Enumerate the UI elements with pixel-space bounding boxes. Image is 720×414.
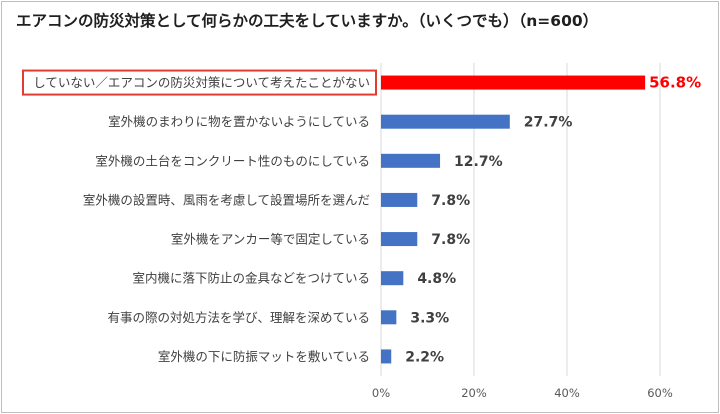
bar-4	[381, 232, 418, 247]
bar-3	[381, 192, 418, 207]
category-label-0: していない／エアコンの防災対策について考えたことがない	[33, 75, 370, 90]
bar-0	[381, 75, 646, 90]
bar-6	[381, 310, 397, 325]
x-tick-label-2: 40%	[554, 386, 580, 400]
x-tick-label-1: 20%	[461, 386, 487, 400]
value-label-3: 7.8%	[431, 193, 470, 209]
value-label-1: 27.7%	[524, 115, 573, 131]
bar-5	[381, 271, 404, 286]
category-label-5: 室内機に落下防止の金具などをつけている	[132, 271, 370, 286]
category-label-3: 室外機の設置時、風雨を考慮して設置場所を選んだ	[83, 192, 370, 207]
x-tick-label-3: 60%	[647, 386, 673, 400]
category-label-2: 室外機の土台をコンクリート性のものにしている	[95, 153, 370, 168]
category-label-4: 室外機をアンカー等で固定している	[171, 232, 370, 247]
bar-7	[381, 349, 392, 364]
highlight-box	[22, 69, 377, 96]
value-label-7: 2.2%	[405, 349, 444, 365]
chart-title: エアコンの防災対策として何らかの工夫をしていますか。（いくつでも）（n=600）	[16, 12, 599, 30]
value-label-0: 56.8%	[649, 74, 701, 92]
x-tick-label-0: 0%	[372, 386, 390, 400]
value-label-4: 7.8%	[431, 232, 470, 248]
category-label-7: 室外機の下に防振マットを敷いている	[158, 349, 370, 364]
value-label-6: 3.3%	[410, 310, 449, 326]
category-label-6: 有事の際の対処方法を学び、理解を深めている	[107, 310, 370, 325]
category-label-1: 室外機のまわりに物を置かないようにしている	[108, 114, 370, 129]
value-label-5: 4.8%	[417, 271, 456, 287]
bar-2	[381, 153, 441, 168]
value-label-2: 12.7%	[454, 154, 503, 170]
bar-1	[381, 114, 510, 129]
